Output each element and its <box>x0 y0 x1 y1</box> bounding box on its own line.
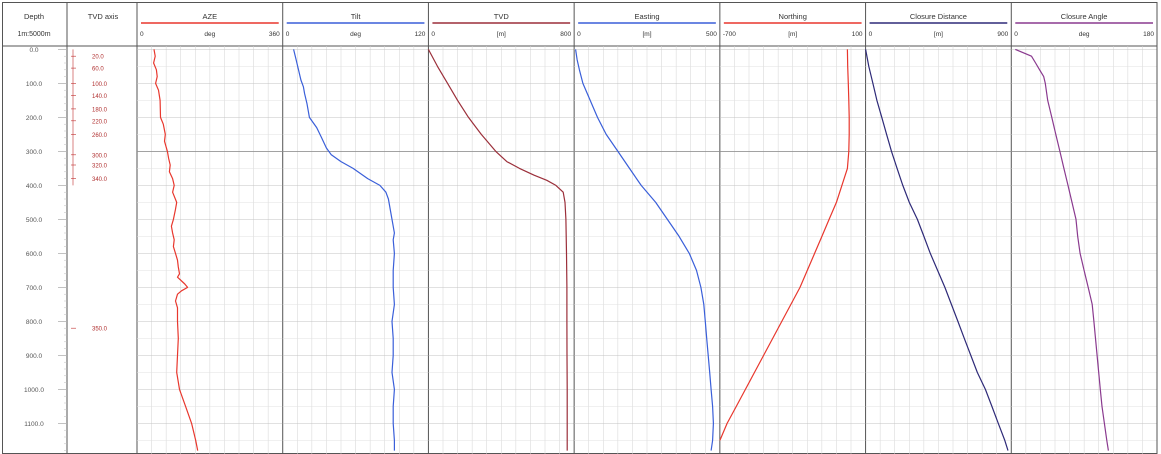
track-unit: deg <box>204 31 215 38</box>
series-line <box>865 49 1009 451</box>
track-tilt: Tilt 0 deg 120 <box>282 2 429 454</box>
log-tracks: AZE 0 deg 360 Tilt 0 deg 120 TVD 0 [m] 800 Easting 0 [… <box>137 2 1158 454</box>
tvd-axis-column: TVD axis 20.0 60.0 100.0 140.0 180.0 220.0 260… <box>71 12 118 333</box>
tvd-axis-label: 20.0 <box>92 55 104 61</box>
tvd-axis-label: 340.0 <box>92 177 108 183</box>
track-title: AZE <box>203 12 218 21</box>
track-northing: Northing -700 [m] 100 <box>719 2 867 454</box>
depth-tick-label: 900.0 <box>26 353 43 360</box>
track-title: Closure Distance <box>910 12 967 21</box>
track-closure-distance: Closure Distance 0 [m] 900 <box>865 2 1012 454</box>
series-line <box>1015 48 1109 451</box>
depth-tick-label: 0.0 <box>29 47 38 54</box>
depth-tick-label: 200.0 <box>26 115 43 122</box>
track-range-max: 100 <box>852 31 863 38</box>
series-line <box>575 49 715 451</box>
depth-tick-label: 600.0 <box>26 251 43 258</box>
track-range-min: -700 <box>723 31 736 38</box>
track-title: Closure Angle <box>1061 12 1108 21</box>
tvd-axis-column-title: TVD axis <box>88 12 119 21</box>
track-range-min: 0 <box>140 31 144 38</box>
track-unit: [m] <box>934 31 943 38</box>
tvd-axis-label: 320.0 <box>92 164 108 170</box>
track-unit: deg <box>350 31 361 38</box>
track-range-max: 900 <box>997 31 1008 38</box>
track-range-max: 120 <box>415 31 426 38</box>
track-unit: [m] <box>497 31 506 38</box>
track-range-max: 180 <box>1143 31 1154 38</box>
depth-tick-label: 300.0 <box>26 149 43 156</box>
depth-tick-label: 700.0 <box>26 285 43 292</box>
tvd-axis-label: 300.0 <box>92 153 108 159</box>
tvd-axis-label: 140.0 <box>92 94 108 100</box>
track-range-min: 0 <box>869 31 873 38</box>
track-range-min: 0 <box>431 31 435 38</box>
tvd-axis-label: 180.0 <box>92 107 108 113</box>
track-title: Northing <box>779 12 807 21</box>
depth-tick-label: 100.0 <box>26 81 43 88</box>
track-range-min: 0 <box>1014 31 1018 38</box>
tvd-axis-marks: 20.0 60.0 100.0 140.0 180.0 220.0 260.0 300.0 32… <box>71 49 108 333</box>
track-title: TVD <box>494 12 510 21</box>
track-unit: [m] <box>642 31 651 38</box>
track-tvd: TVD 0 [m] 800 <box>427 2 575 454</box>
depth-tick-label: 1000.0 <box>24 387 44 394</box>
depth-column-title: Depth <box>24 12 44 21</box>
depth-tick-labels: 0.0 100.0 200.0 300.0 400.0 500.0 600.0 700.0 80… <box>24 47 67 451</box>
track-easting: Easting 0 [m] 500 <box>574 2 721 454</box>
tvd-axis-label: 100.0 <box>92 82 108 88</box>
track-aze: AZE 0 deg 360 <box>137 2 284 454</box>
tvd-axis-label: 60.0 <box>92 67 104 73</box>
tvd-axis-label: 260.0 <box>92 133 108 139</box>
depth-column: Depth 1m:5000m 0.0 100.0 200.0 300.0 400.0 50… <box>17 12 67 451</box>
series-line <box>293 49 395 451</box>
tvd-axis-label: 220.0 <box>92 119 108 125</box>
track-unit: [m] <box>788 31 797 38</box>
depth-tick-label: 500.0 <box>26 217 43 224</box>
track-range-min: 0 <box>577 31 581 38</box>
series-line <box>153 49 199 451</box>
track-title: Tilt <box>351 12 362 21</box>
track-range-max: 360 <box>269 31 280 38</box>
series-line <box>427 49 568 451</box>
track-range-min: 0 <box>286 31 290 38</box>
depth-tick-label: 800.0 <box>26 319 43 326</box>
depth-tick-label: 1100.0 <box>24 421 44 428</box>
track-range-max: 800 <box>560 31 571 38</box>
depth-scale-label: 1m:5000m <box>17 31 50 38</box>
track-title: Easting <box>634 12 659 21</box>
track-unit: deg <box>1079 31 1090 38</box>
track-range-max: 500 <box>706 31 717 38</box>
tvd-axis-label: 350.0 <box>92 327 108 333</box>
series-line <box>719 49 850 441</box>
depth-tick-label: 400.0 <box>26 183 43 190</box>
track-closure-angle: Closure Angle 0 deg 180 <box>1011 2 1158 454</box>
